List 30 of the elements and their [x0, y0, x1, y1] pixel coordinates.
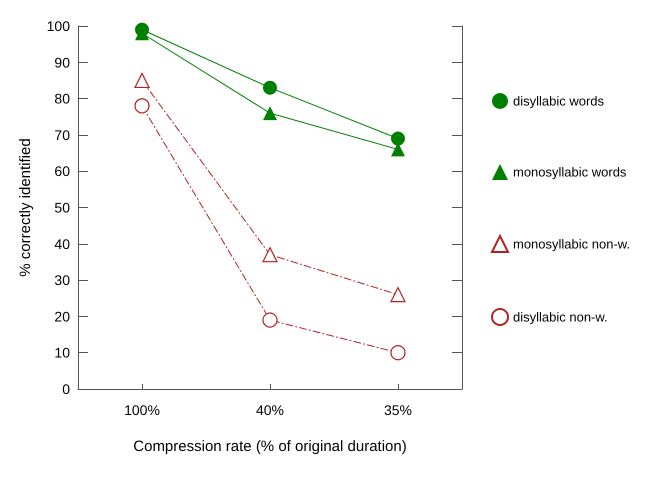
y-tick-label: 20 [54, 308, 70, 324]
point [135, 22, 149, 37]
y-axis-title: % correctly identified [17, 138, 34, 277]
point [263, 80, 277, 95]
point [134, 98, 150, 114]
legend-label: disyllabic words [513, 94, 605, 108]
legend-label: monosyllabic non-w. [513, 236, 630, 252]
y-tick-label: 70 [54, 126, 70, 143]
point [391, 132, 405, 146]
point [262, 312, 278, 328]
x-tick-label: 40% [256, 402, 284, 418]
point [263, 106, 277, 120]
y-tick-label: 0 [62, 381, 70, 397]
legend-label: monosyllabic words [513, 164, 627, 180]
x-axis-title: Compression rate (% of original duration) [133, 438, 407, 455]
point [262, 247, 278, 262]
y-tick-label: 10 [54, 344, 70, 361]
y-tick-label: 60 [54, 163, 70, 180]
x-tick-label: 100% [124, 402, 160, 418]
y-tick-label: 80 [54, 90, 70, 107]
y-tick-label: 30 [54, 272, 70, 288]
legend-label: disyllabic non-w. [513, 310, 608, 324]
point [134, 72, 150, 88]
y-tick-label: 90 [54, 54, 70, 70]
point [390, 345, 406, 360]
y-tick-label: 100 [46, 18, 70, 34]
point [390, 287, 406, 302]
y-tick-label: 50 [54, 200, 70, 216]
x-tick-label: 35% [384, 402, 412, 418]
y-tick-label: 40 [54, 236, 70, 252]
